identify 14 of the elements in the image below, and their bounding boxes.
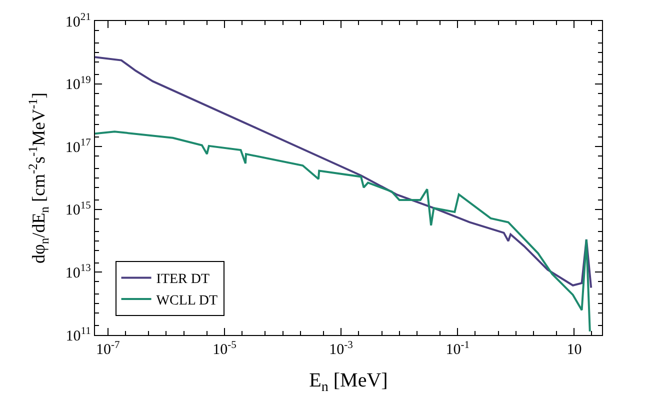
x-tick-label: 10 xyxy=(566,342,582,358)
x-tick-label: 10$^{-7}$ xyxy=(96,340,120,358)
x-axis-title: E$_{n}$ [MeV] xyxy=(309,370,388,395)
legend-label: ITER DT xyxy=(156,272,210,288)
y-tick-label: 10$^{19}$ xyxy=(65,74,91,94)
y-tick-label: 10$^{13}$ xyxy=(65,263,91,282)
y-tick-label: 10$^{17}$ xyxy=(65,138,91,156)
x-tick-label: 10$^{-1}$ xyxy=(446,340,470,358)
y-tick-label: 10$^{21}$ xyxy=(65,12,91,30)
legend-label: WCLL DT xyxy=(156,293,218,308)
x-tick-label: 10$^{-3}$ xyxy=(329,340,353,358)
y-tick-label: 10$^{15}$ xyxy=(65,200,91,219)
x-tick-label: 10$^{-5}$ xyxy=(212,340,236,358)
y-tick-label: 10$^{11}$ xyxy=(66,326,91,344)
